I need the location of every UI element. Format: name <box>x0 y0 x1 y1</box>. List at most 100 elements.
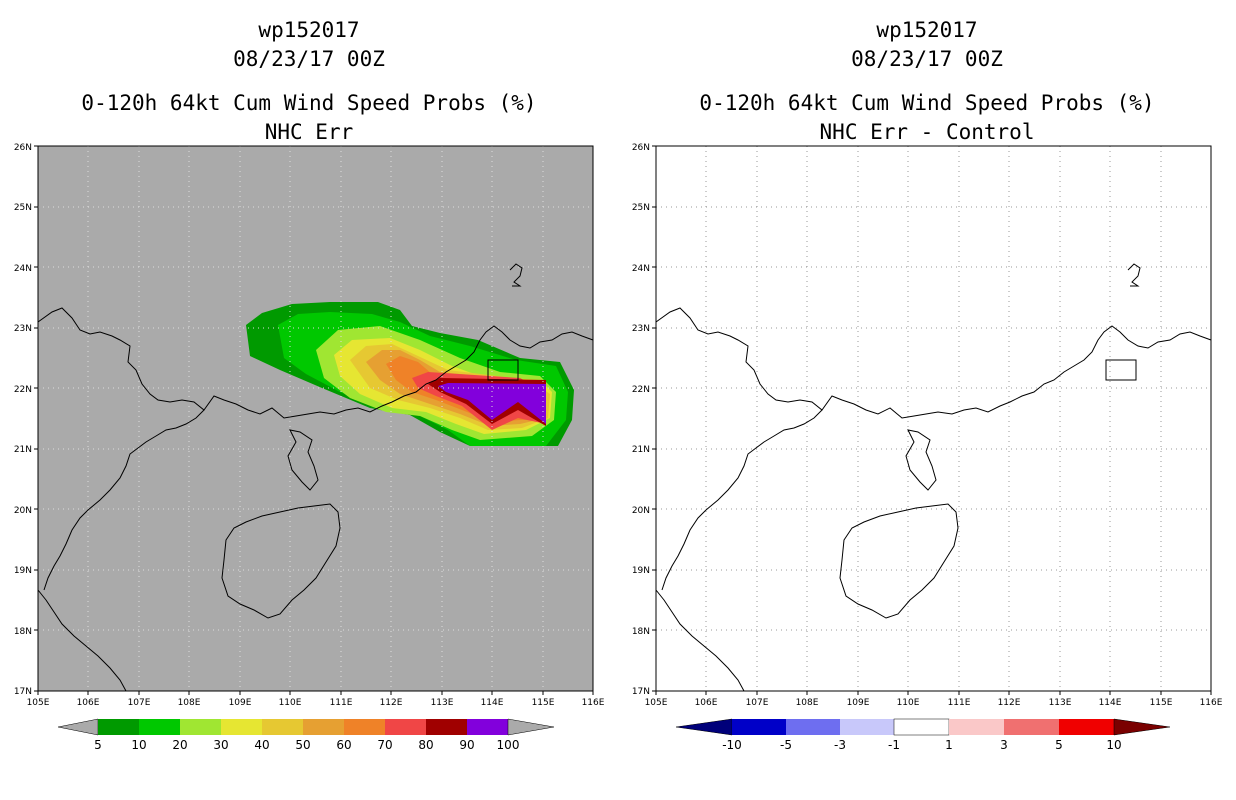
contour-90 <box>438 383 546 424</box>
lon-label: 112E <box>998 698 1021 708</box>
lon-label: 114E <box>481 698 504 708</box>
lon-label: 107E <box>746 698 769 708</box>
lon-labels: 105E 106E 107E 108E 109E 110E 111E 112E … <box>645 698 1223 708</box>
lon-labels: 105E 106E 107E 108E 109E 110E 111E 112E … <box>27 698 605 708</box>
forecast-time: 08/23/17 00Z <box>233 47 385 71</box>
lon-label: 105E <box>645 698 668 708</box>
lon-label: 116E <box>1200 698 1223 708</box>
storm-id: wp152017 <box>876 18 978 42</box>
lat-label: 18N <box>14 627 32 637</box>
lon-label: 107E <box>128 698 151 708</box>
colorbar-end-high <box>507 718 555 736</box>
colorbar-label: 40 <box>254 738 269 752</box>
panel-nhc-err: wp152017 08/23/17 00Z 0-120h 64kt Cum Wi… <box>14 18 605 752</box>
colorbar-swatch <box>840 719 894 735</box>
panel-subtitle: NHC Err <box>264 120 354 144</box>
lat-label: 26N <box>14 143 32 153</box>
colorbar-swatch <box>893 718 950 736</box>
colorbar-label: 1 <box>945 738 953 752</box>
colorbar-swatch <box>139 719 180 735</box>
map-svg-right: 105E 106E 107E 108E 109E 110E 111E 112E … <box>632 143 1223 752</box>
colorbar-label: 60 <box>336 738 351 752</box>
lat-label: 22N <box>632 385 650 395</box>
colorbar-swatch <box>467 719 508 735</box>
colorbar-label: 100 <box>497 738 520 752</box>
lat-label: 18N <box>632 627 650 637</box>
lat-labels: 17N 18N 19N 20N 21N 22N 23N 24N 25N 26N <box>632 143 650 697</box>
colorbar-swatch <box>262 719 303 735</box>
graticule <box>656 146 1211 691</box>
forecast-time: 08/23/17 00Z <box>851 47 1003 71</box>
colorbar-label: 30 <box>213 738 228 752</box>
lat-label: 24N <box>632 264 650 274</box>
colorbar-swatch <box>180 719 221 735</box>
colorbar-swatch <box>221 719 262 735</box>
coastline <box>37 263 594 692</box>
lon-label: 106E <box>695 698 718 708</box>
axis-ticks <box>652 145 1212 695</box>
colorbar-swatch <box>786 719 840 735</box>
lat-label: 19N <box>14 566 32 576</box>
map-background <box>656 146 1211 691</box>
lon-label: 111E <box>330 698 353 708</box>
colorbar-label: -1 <box>888 738 900 752</box>
lat-label: 20N <box>14 506 32 516</box>
product-title: 0-120h 64kt Cum Wind Speed Probs (%) <box>699 91 1155 115</box>
colorbar-left: 5 10 20 30 40 50 60 70 80 90 100 <box>57 718 555 752</box>
colorbar-end-low <box>57 718 99 736</box>
product-title: 0-120h 64kt Cum Wind Speed Probs (%) <box>81 91 537 115</box>
colorbar-label: 20 <box>172 738 187 752</box>
colorbar-label: 70 <box>377 738 392 752</box>
colorbar-end-high <box>1113 718 1171 736</box>
lat-label: 21N <box>632 445 650 455</box>
lon-label: 113E <box>1049 698 1072 708</box>
colorbar-right: -10 -5 -3 -1 1 3 5 10 <box>675 718 1171 752</box>
colorbar-swatch <box>426 719 467 735</box>
graticule <box>38 146 593 691</box>
lon-label: 113E <box>431 698 454 708</box>
lat-label: 25N <box>632 203 650 213</box>
colorbar-swatch <box>949 719 1004 735</box>
map-svg-left: 105E 106E 107E 108E 109E 110E 111E 112E … <box>14 143 605 752</box>
lat-label: 17N <box>632 687 650 697</box>
lon-label: 116E <box>582 698 605 708</box>
lat-label: 21N <box>14 445 32 455</box>
colorbar-label: -10 <box>722 738 742 752</box>
axis-ticks <box>34 145 594 695</box>
colorbar-swatch <box>303 719 344 735</box>
colorbar-label: 80 <box>418 738 433 752</box>
colorbar-end-low <box>675 718 733 736</box>
lat-label: 24N <box>14 264 32 274</box>
colorbar-label: 50 <box>295 738 310 752</box>
colorbar-swatch <box>344 719 385 735</box>
colorbar-label: 5 <box>94 738 102 752</box>
lat-label: 20N <box>632 506 650 516</box>
lon-label: 110E <box>279 698 302 708</box>
lon-label: 105E <box>27 698 50 708</box>
colorbar-label: 3 <box>1000 738 1008 752</box>
lon-label: 111E <box>948 698 971 708</box>
lon-label: 109E <box>229 698 252 708</box>
lon-label: 109E <box>847 698 870 708</box>
map-frame <box>655 145 1212 692</box>
lon-label: 115E <box>1150 698 1173 708</box>
lat-label: 19N <box>632 566 650 576</box>
colorbar-swatch <box>1004 719 1059 735</box>
coastline <box>655 263 1212 692</box>
lat-label: 25N <box>14 203 32 213</box>
lon-label: 106E <box>77 698 100 708</box>
colorbar-label: 90 <box>459 738 474 752</box>
lat-label: 22N <box>14 385 32 395</box>
colorbar-swatch <box>385 719 426 735</box>
lat-label: 26N <box>632 143 650 153</box>
colorbar-label: -5 <box>780 738 792 752</box>
lon-label: 110E <box>897 698 920 708</box>
colorbar-label: 10 <box>1106 738 1121 752</box>
panel-nhc-err-control: wp152017 08/23/17 00Z 0-120h 64kt Cum Wi… <box>618 0 1236 800</box>
panel-subtitle: NHC Err - Control <box>819 120 1035 144</box>
lat-label: 17N <box>14 687 32 697</box>
lon-label: 115E <box>532 698 555 708</box>
lon-label: 108E <box>796 698 819 708</box>
lon-label: 112E <box>380 698 403 708</box>
lat-label: 23N <box>632 324 650 334</box>
